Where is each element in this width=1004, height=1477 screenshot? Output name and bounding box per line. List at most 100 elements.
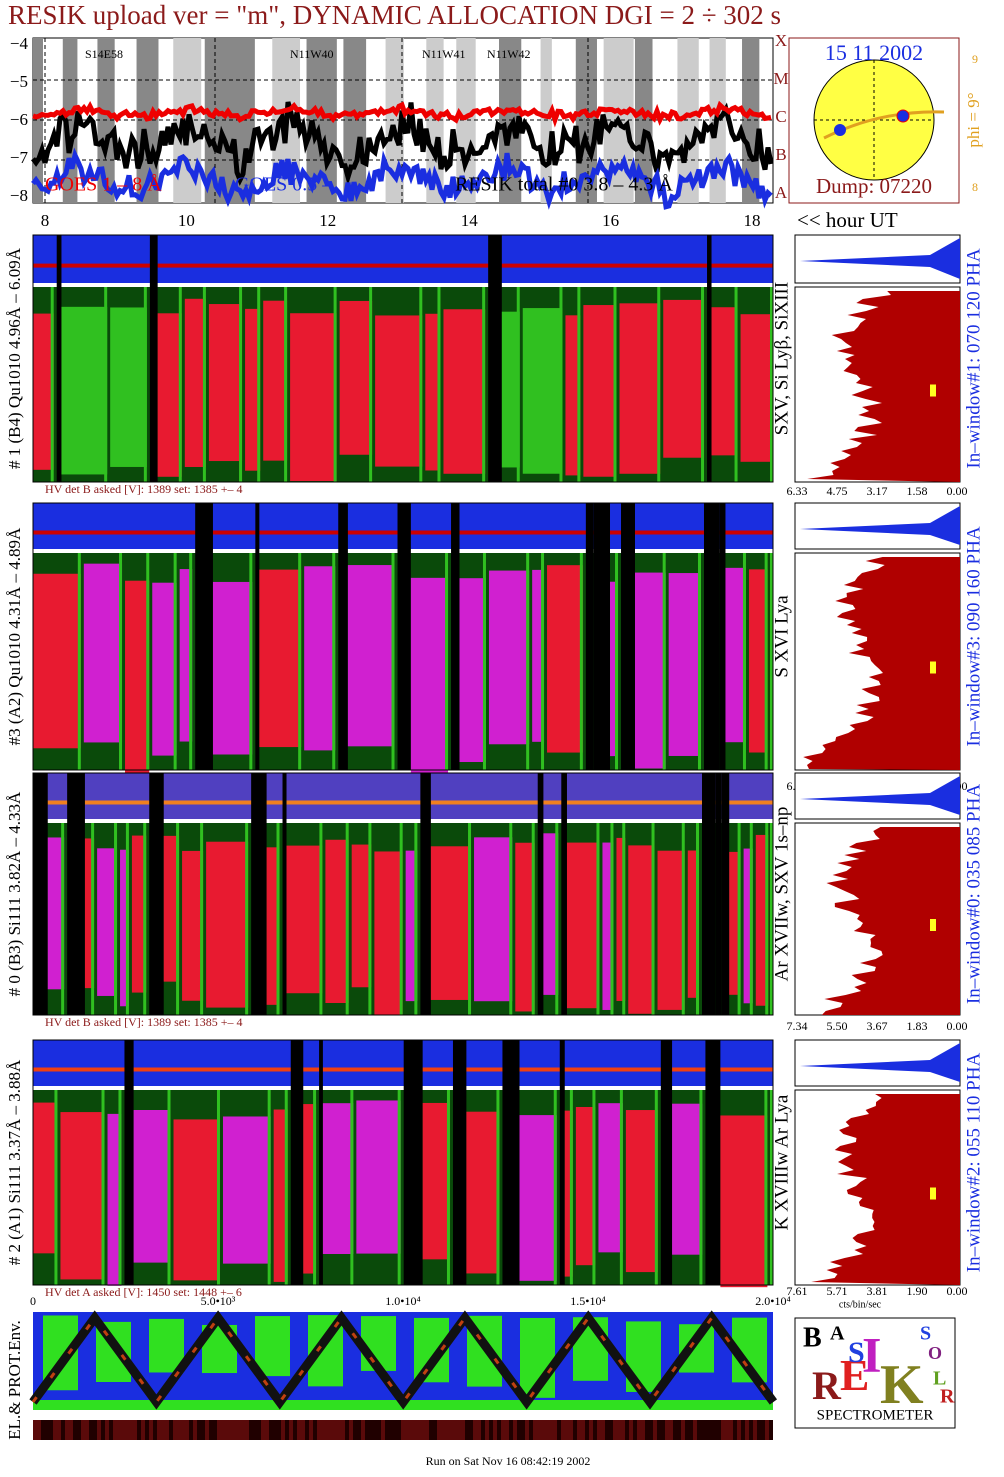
spectrogram-column (47, 837, 65, 990)
env-bar (273, 1420, 277, 1440)
spectrogram-column (720, 1115, 768, 1288)
env-bar (509, 1420, 513, 1440)
env-bar (749, 1420, 753, 1440)
spectrogram-column (125, 580, 150, 774)
env-bar (697, 1420, 701, 1440)
spectrogram-column (443, 309, 486, 474)
spectrogram-column (173, 1119, 220, 1281)
sun-tick: 8 (972, 180, 978, 194)
env-bar (649, 1420, 653, 1440)
env-bar (637, 1420, 641, 1440)
env-bar (113, 1420, 117, 1440)
env-bar (585, 1420, 589, 1440)
env-bar (729, 1420, 733, 1440)
env-bar (561, 1420, 565, 1440)
env-bar (373, 1420, 377, 1440)
spectrogram-column (575, 1106, 596, 1266)
spectrogram-column (459, 578, 486, 763)
env-bar (709, 1420, 713, 1440)
gap (255, 503, 260, 770)
gap (282, 773, 287, 1015)
strip-bg (33, 1040, 773, 1086)
hist-tick: 3.67 (867, 1019, 888, 1033)
env-bar (413, 1420, 417, 1440)
spectrogram-edge (555, 823, 559, 1015)
spectrogram-column (33, 573, 81, 749)
env-bar (725, 1420, 729, 1440)
env-bar (289, 1420, 293, 1440)
env-bar (349, 1420, 353, 1440)
spectrogram-column (425, 313, 441, 471)
env-bar (541, 1420, 545, 1440)
env-bar (613, 1420, 617, 1440)
env-bar (137, 1420, 141, 1440)
env-bar (105, 1420, 109, 1440)
env-bar (453, 1420, 457, 1440)
spectrogram-edge (414, 823, 418, 1015)
spectrogram-column (351, 844, 372, 988)
env-bar (681, 1420, 685, 1440)
spectrogram-edge (654, 1090, 658, 1285)
hist-fill (803, 557, 960, 770)
spectrogram-column (347, 565, 395, 747)
env-bar (549, 1420, 553, 1440)
spectrogram-column (163, 835, 180, 982)
spectrogram-column (110, 307, 147, 467)
env-bar (365, 1420, 369, 1440)
env-tick: 1.0•10⁴ (385, 1294, 420, 1308)
goes-curve (31, 147, 773, 210)
spectrogram-column (182, 850, 204, 1001)
gap (149, 773, 164, 1015)
env-bar (109, 1420, 113, 1440)
env-bar (77, 1420, 81, 1440)
title: RESIK upload ver = "m", DYNAMIC ALLOCATI… (8, 0, 781, 30)
gap (420, 773, 431, 1015)
env-bar (677, 1420, 681, 1440)
spectrogram-edge (284, 1090, 288, 1285)
hist-tick: 6.33 (787, 484, 808, 498)
env-bar (489, 1420, 493, 1440)
hist-tick: 3.81 (867, 1284, 888, 1298)
logo-letter: K (880, 1354, 924, 1416)
gap (67, 773, 85, 1015)
gap (703, 503, 720, 770)
env-bar (233, 1420, 237, 1440)
gap (33, 773, 48, 1015)
gap (502, 1040, 520, 1285)
env-bar (253, 1420, 257, 1440)
spectrogram-edge (284, 287, 288, 482)
env-bar (425, 1420, 429, 1440)
gap (488, 235, 502, 482)
env-bar (713, 1420, 717, 1440)
env-bar (761, 1420, 765, 1440)
spectrogram-edge (696, 823, 700, 1015)
spectrogram-column (374, 851, 403, 1015)
env-bar (545, 1420, 549, 1440)
spectrogram-column (206, 841, 249, 1008)
env-bar (701, 1420, 705, 1440)
y-tick-label: −5 (10, 72, 28, 91)
spectrogram-column (157, 313, 182, 477)
gap (149, 235, 158, 482)
spectrogram-column (729, 851, 741, 995)
frame (32, 502, 774, 771)
spectrogram-edge (118, 1090, 122, 1285)
spectrogram-column (668, 573, 701, 756)
hist-tick: 1.58 (907, 484, 928, 498)
env-bar (333, 1420, 337, 1440)
hist-tick: 1.90 (907, 1284, 928, 1298)
spectrogram-edge (178, 287, 182, 482)
env-bar (189, 1420, 193, 1440)
spectrogram-column (84, 838, 95, 989)
env-bar (265, 1420, 269, 1440)
env-bar (257, 1420, 261, 1440)
x-tick-label: 10 (178, 211, 195, 230)
spectrogram-edge (143, 823, 147, 1015)
env-bar (121, 1420, 125, 1440)
spectrogram-column (522, 308, 563, 474)
env-panel: 0 5.0•10³ 1.0•10⁴ 1.5•10⁴ 2.0•10⁴ EL.& PROT.E… (5, 1294, 791, 1440)
gap (124, 1040, 134, 1285)
sun-spot (834, 124, 846, 136)
spectrogram-edge (697, 553, 701, 770)
